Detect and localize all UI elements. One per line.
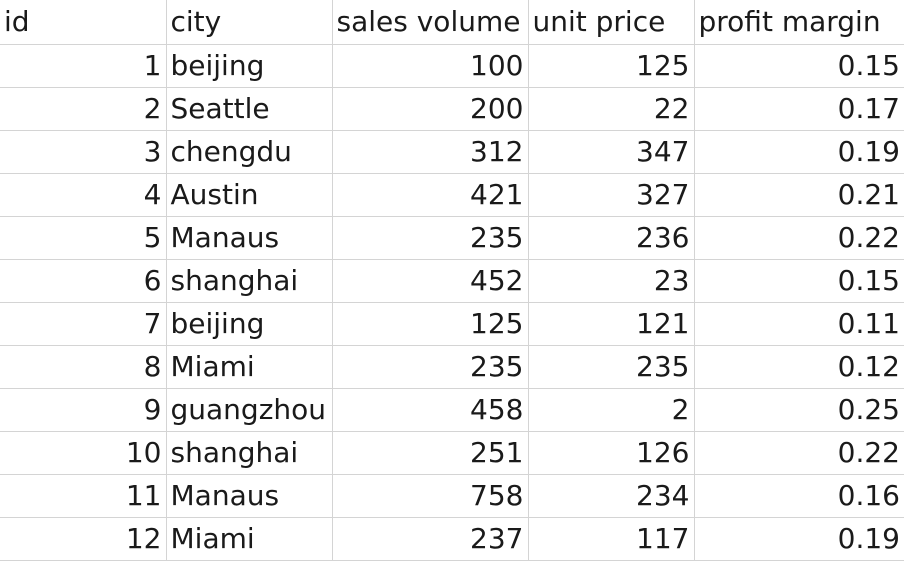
cell-profit-margin[interactable]: 0.21	[694, 173, 904, 217]
cell-id[interactable]: 2	[0, 87, 167, 131]
cell-sales-volume[interactable]: 452	[332, 259, 529, 303]
cell-id[interactable]: 10	[0, 431, 167, 475]
cell-sales-volume[interactable]: 421	[332, 173, 529, 217]
cell-id[interactable]: 12	[0, 517, 167, 561]
cell-city[interactable]: Miami	[166, 517, 333, 561]
header-cell-id[interactable]: id	[0, 0, 167, 45]
table-row: 6 shanghai 452 23 0.15	[0, 259, 904, 303]
header-row: id city sales volume unit price profit m…	[0, 0, 904, 45]
cell-sales-volume[interactable]: 312	[332, 130, 529, 174]
cell-unit-price[interactable]: 121	[528, 302, 695, 346]
cell-profit-margin[interactable]: 0.16	[694, 474, 904, 518]
cell-sales-volume[interactable]: 758	[332, 474, 529, 518]
cell-unit-price[interactable]: 23	[528, 259, 695, 303]
table-row: 8 Miami 235 235 0.12	[0, 345, 904, 389]
header-cell-city[interactable]: city	[166, 0, 333, 45]
cell-sales-volume[interactable]: 237	[332, 517, 529, 561]
cell-id[interactable]: 9	[0, 388, 167, 432]
cell-city[interactable]: shanghai	[166, 431, 333, 475]
cell-city[interactable]: Manaus	[166, 474, 333, 518]
cell-unit-price[interactable]: 126	[528, 431, 695, 475]
cell-profit-margin[interactable]: 0.25	[694, 388, 904, 432]
cell-sales-volume[interactable]: 200	[332, 87, 529, 131]
table-row: 5 Manaus 235 236 0.22	[0, 216, 904, 260]
cell-sales-volume[interactable]: 235	[332, 345, 529, 389]
cell-unit-price[interactable]: 2	[528, 388, 695, 432]
cell-profit-margin[interactable]: 0.17	[694, 87, 904, 131]
cell-profit-margin[interactable]: 0.15	[694, 44, 904, 88]
cell-city[interactable]: shanghai	[166, 259, 333, 303]
cell-sales-volume[interactable]: 125	[332, 302, 529, 346]
cell-unit-price[interactable]: 117	[528, 517, 695, 561]
cell-unit-price[interactable]: 234	[528, 474, 695, 518]
table-row: 3 chengdu 312 347 0.19	[0, 130, 904, 174]
cell-id[interactable]: 3	[0, 130, 167, 174]
header-cell-sales-volume[interactable]: sales volume	[332, 0, 529, 45]
cell-city[interactable]: beijing	[166, 44, 333, 88]
cell-id[interactable]: 4	[0, 173, 167, 217]
cell-id[interactable]: 7	[0, 302, 167, 346]
table-row: 12 Miami 237 117 0.19	[0, 517, 904, 561]
cell-profit-margin[interactable]: 0.11	[694, 302, 904, 346]
table-row: 11 Manaus 758 234 0.16	[0, 474, 904, 518]
header-cell-profit-margin[interactable]: profit margin	[694, 0, 904, 45]
cell-sales-volume[interactable]: 235	[332, 216, 529, 260]
cell-profit-margin[interactable]: 0.15	[694, 259, 904, 303]
cell-id[interactable]: 1	[0, 44, 167, 88]
table-row: 4 Austin 421 327 0.21	[0, 173, 904, 217]
cell-sales-volume[interactable]: 458	[332, 388, 529, 432]
cell-city[interactable]: Miami	[166, 345, 333, 389]
cell-unit-price[interactable]: 236	[528, 216, 695, 260]
cell-id[interactable]: 5	[0, 216, 167, 260]
header-cell-unit-price[interactable]: unit price	[528, 0, 695, 45]
cell-id[interactable]: 6	[0, 259, 167, 303]
cell-sales-volume[interactable]: 100	[332, 44, 529, 88]
cell-profit-margin[interactable]: 0.22	[694, 431, 904, 475]
table-row: 7 beijing 125 121 0.11	[0, 302, 904, 346]
cell-profit-margin[interactable]: 0.22	[694, 216, 904, 260]
cell-id[interactable]: 8	[0, 345, 167, 389]
cell-city[interactable]: Seattle	[166, 87, 333, 131]
table-row: 10 shanghai 251 126 0.22	[0, 431, 904, 475]
cell-city[interactable]: guangzhou	[166, 388, 333, 432]
cell-id[interactable]: 11	[0, 474, 167, 518]
cell-city[interactable]: beijing	[166, 302, 333, 346]
cell-unit-price[interactable]: 327	[528, 173, 695, 217]
cell-profit-margin[interactable]: 0.19	[694, 517, 904, 561]
cell-city[interactable]: chengdu	[166, 130, 333, 174]
cell-unit-price[interactable]: 22	[528, 87, 695, 131]
cell-sales-volume[interactable]: 251	[332, 431, 529, 475]
cell-profit-margin[interactable]: 0.19	[694, 130, 904, 174]
cell-unit-price[interactable]: 347	[528, 130, 695, 174]
cell-city[interactable]: Austin	[166, 173, 333, 217]
table-row: 1 beijing 100 125 0.15	[0, 44, 904, 88]
cell-profit-margin[interactable]: 0.12	[694, 345, 904, 389]
table-row: 2 Seattle 200 22 0.17	[0, 87, 904, 131]
table-row: 9 guangzhou 458 2 0.25	[0, 388, 904, 432]
cell-unit-price[interactable]: 235	[528, 345, 695, 389]
cell-unit-price[interactable]: 125	[528, 44, 695, 88]
cell-city[interactable]: Manaus	[166, 216, 333, 260]
